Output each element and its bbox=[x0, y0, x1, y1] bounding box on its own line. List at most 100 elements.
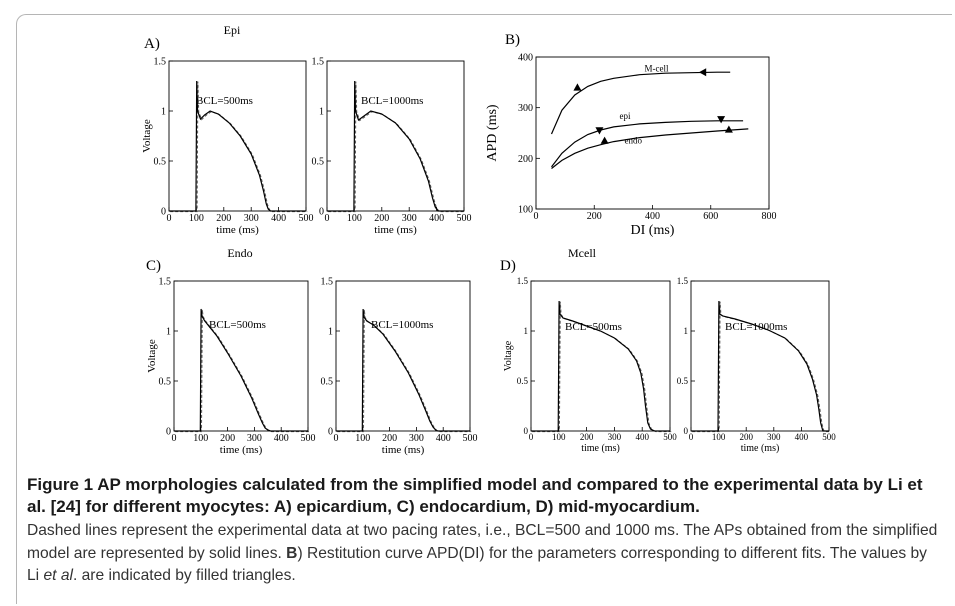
y-tick-label: 1.5 bbox=[159, 277, 172, 288]
panel-title: Endo bbox=[227, 246, 252, 260]
x-tick-label: 200 bbox=[580, 432, 594, 442]
x-axis-label: time (ms) bbox=[216, 224, 259, 236]
x-tick-label: 300 bbox=[402, 213, 417, 224]
series-line-model bbox=[531, 300, 670, 432]
panel-label: D) bbox=[500, 258, 516, 274]
y-tick-label: 0.5 bbox=[677, 376, 689, 386]
chart-panel-c-1000: 0 100 200 300 400 500 0 0.5 1 1.5 time (ms) BCL=100… bbox=[321, 277, 478, 457]
chart-panel-a-1000: 0 100 200 300 400 500 0 0.5 1 1.5 time (ms) BCL=100… bbox=[312, 57, 472, 237]
y-tick-label: 0.5 bbox=[321, 377, 334, 388]
x-axis-label: time (ms) bbox=[382, 444, 425, 456]
experimental-trace-dashed bbox=[692, 301, 831, 433]
series-line-epi bbox=[551, 120, 744, 168]
plot-frame bbox=[530, 280, 671, 432]
x-tick-label: 300 bbox=[244, 213, 259, 224]
filled-triangle-marker bbox=[573, 83, 582, 91]
bcl-annotation: BCL=500ms bbox=[209, 319, 266, 331]
y-tick-label: 0 bbox=[161, 207, 166, 218]
y-tick-label: 1 bbox=[328, 327, 333, 338]
series-name-label: epi bbox=[620, 111, 631, 121]
x-axis-label: time (ms) bbox=[741, 443, 780, 454]
series-line-m-cell bbox=[550, 71, 731, 135]
series-line-endo bbox=[551, 128, 749, 169]
caption-body-bold: B bbox=[286, 544, 298, 562]
x-tick-label: 300 bbox=[409, 433, 424, 444]
y-tick-label: 0 bbox=[524, 426, 529, 436]
y-tick-label: 1 bbox=[319, 107, 324, 118]
bcl-annotation: BCL=1000ms bbox=[361, 95, 423, 107]
x-tick-label: 0 bbox=[534, 211, 539, 222]
x-tick-label: 0 bbox=[325, 213, 330, 224]
y-tick-label: 100 bbox=[518, 205, 533, 216]
series-line-model bbox=[327, 80, 464, 212]
y-tick-label: 0.5 bbox=[159, 377, 172, 388]
series-name-label: endo bbox=[625, 136, 643, 146]
chart-panel-d-1000: 0 100 200 300 400 500 0 0.5 1 1.5 time (ms) BCL=100… bbox=[677, 276, 837, 454]
y-tick-label: 0 bbox=[328, 427, 333, 438]
x-tick-label: 200 bbox=[739, 432, 753, 442]
x-tick-label: 300 bbox=[247, 433, 262, 444]
y-axis-label: APD (ms) bbox=[485, 104, 500, 162]
x-tick-label: 400 bbox=[429, 213, 444, 224]
x-tick-label: 500 bbox=[457, 213, 472, 224]
series-line-model bbox=[169, 80, 306, 212]
y-axis-label: Voltage bbox=[146, 339, 158, 373]
y-tick-label: 1.5 bbox=[312, 57, 325, 68]
plot-frame bbox=[168, 60, 307, 212]
x-tick-label: 0 bbox=[167, 213, 172, 224]
chart-panel-d-500: 0 100 200 300 400 500 0 0.5 1 1.5 time (ms) Voltage… bbox=[500, 246, 677, 454]
x-tick-label: 100 bbox=[355, 433, 370, 444]
y-tick-label: 1 bbox=[166, 327, 171, 338]
y-tick-label: 300 bbox=[518, 103, 533, 114]
bcl-annotation: BCL=500ms bbox=[565, 321, 622, 333]
series-line-model bbox=[174, 308, 308, 432]
x-tick-label: 0 bbox=[172, 433, 177, 444]
y-tick-label: 1.5 bbox=[154, 57, 167, 68]
filled-triangle-marker bbox=[698, 68, 707, 77]
x-tick-label: 100 bbox=[552, 432, 566, 442]
series-name-label: M-cell bbox=[645, 64, 669, 74]
figure-caption: Figure 1 AP morphologies calculated from… bbox=[27, 474, 942, 588]
x-tick-label: 600 bbox=[703, 211, 718, 222]
figure-frame bbox=[16, 14, 952, 604]
caption-body-part-3: . are indicated by filled triangles. bbox=[72, 567, 296, 584]
x-tick-label: 100 bbox=[712, 432, 726, 442]
x-tick-label: 400 bbox=[271, 213, 286, 224]
filled-triangle-marker bbox=[595, 127, 604, 135]
x-tick-label: 200 bbox=[374, 213, 389, 224]
x-tick-label: 0 bbox=[529, 432, 534, 442]
y-axis-label: Voltage bbox=[141, 119, 153, 153]
x-tick-label: 500 bbox=[301, 433, 316, 444]
caption-body-part-1: Dashed lines represent the experimental … bbox=[27, 522, 938, 562]
x-axis-label: DI (ms) bbox=[631, 223, 675, 238]
panel-label: C) bbox=[146, 258, 161, 274]
caption-body-italic: et al bbox=[43, 567, 73, 584]
chart-panel-c-500: 0 100 200 300 400 500 0 0.5 1 1.5 time (ms) Voltage… bbox=[146, 246, 316, 456]
y-tick-label: 0 bbox=[166, 427, 171, 438]
y-tick-label: 0.5 bbox=[312, 157, 325, 168]
y-tick-label: 1 bbox=[684, 326, 689, 336]
x-tick-label: 200 bbox=[216, 213, 231, 224]
x-tick-label: 100 bbox=[189, 213, 204, 224]
x-tick-label: 400 bbox=[635, 432, 649, 442]
x-tick-label: 500 bbox=[299, 213, 314, 224]
experimental-trace-dashed bbox=[532, 301, 672, 433]
y-tick-label: 1.5 bbox=[321, 277, 334, 288]
x-axis-label: time (ms) bbox=[374, 224, 417, 236]
x-tick-label: 200 bbox=[382, 433, 397, 444]
x-tick-label: 800 bbox=[762, 211, 777, 222]
filled-triangle-marker bbox=[600, 136, 609, 144]
y-axis-label: Voltage bbox=[503, 340, 514, 371]
x-tick-label: 400 bbox=[795, 432, 809, 442]
x-tick-label: 500 bbox=[822, 432, 836, 442]
plot-frame bbox=[326, 60, 465, 212]
plot-frame bbox=[173, 280, 309, 432]
x-tick-label: 200 bbox=[587, 211, 602, 222]
x-tick-label: 300 bbox=[767, 432, 781, 442]
panel-title: Epi bbox=[224, 23, 241, 37]
plot-frame bbox=[690, 280, 830, 432]
bcl-annotation: BCL=500ms bbox=[196, 95, 253, 107]
x-axis-label: time (ms) bbox=[581, 443, 620, 454]
